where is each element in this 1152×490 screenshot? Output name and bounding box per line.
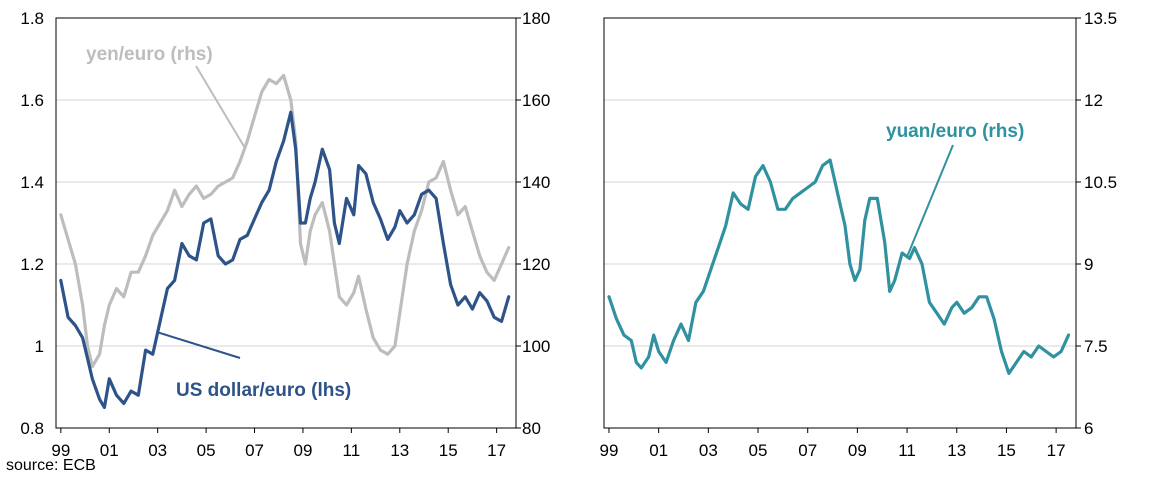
x-tick-label: 01 [649, 441, 668, 460]
x-tick-label: 05 [749, 441, 768, 460]
right-tick-label: 6 [1084, 419, 1093, 438]
x-tick-label: 05 [197, 441, 216, 460]
left-tick-label: 1 [35, 337, 44, 356]
series-annotation: yen/euro (rhs) [86, 44, 213, 65]
x-tick-label: 13 [947, 441, 966, 460]
right-tick-label: 80 [522, 419, 541, 438]
series-annotation: yuan/euro (rhs) [886, 121, 1024, 142]
annotation-leader [195, 65, 246, 149]
right-tick-label: 180 [522, 9, 550, 28]
x-tick-label: 99 [51, 441, 70, 460]
x-tick-label: 15 [439, 441, 458, 460]
right-tick-label: 100 [522, 337, 550, 356]
source-note: source: ECB [6, 457, 96, 474]
x-tick-label: 13 [390, 441, 409, 460]
x-tick-label: 09 [848, 441, 867, 460]
x-tick-label: 07 [245, 441, 264, 460]
left-tick-label: 1.4 [20, 173, 44, 192]
right-tick-label: 9 [1084, 255, 1093, 274]
left-tick-label: 0.8 [20, 419, 44, 438]
x-tick-label: 17 [487, 441, 506, 460]
chart-2: 99 01 03 05 07 09 11 13 15 17 6 7.5 9 10.5 12 13.5 yuan/… [600, 9, 1118, 460]
series-annotation: US dollar/euro (lhs) [176, 380, 351, 401]
right-tick-label: 7.5 [1084, 337, 1108, 356]
x-tick-label: 11 [343, 441, 361, 460]
plot-frame [603, 17, 1077, 429]
right-tick-label: 160 [522, 91, 550, 110]
x-tick-label: 99 [600, 441, 619, 460]
series-line-yuan [607, 158, 1071, 375]
annotation-leader [906, 144, 954, 258]
x-tick-label: 07 [798, 441, 817, 460]
left-tick-label: 1.6 [20, 91, 44, 110]
series-line-yen [59, 73, 511, 369]
right-tick-label: 140 [522, 173, 550, 192]
x-tick-label: 09 [293, 441, 312, 460]
x-tick-label: 03 [148, 441, 167, 460]
right-tick-label: 120 [522, 255, 550, 274]
plot-frame [55, 17, 517, 429]
annotation-leader [157, 331, 241, 359]
x-tick-label: 03 [699, 441, 718, 460]
x-tick-label: 11 [898, 441, 916, 460]
left-tick-label: 1.2 [20, 255, 44, 274]
right-tick-label: 10.5 [1084, 173, 1117, 192]
x-tick-label: 01 [100, 441, 119, 460]
chart-1: 99 01 03 05 07 09 11 13 15 17 0.8 1 1.2 1.4 1.6 1.8 80 10… [20, 9, 550, 460]
right-tick-label: 12 [1084, 91, 1103, 110]
x-tick-label: 15 [997, 441, 1016, 460]
series-line-usd [59, 110, 511, 410]
left-tick-label: 1.8 [20, 9, 44, 28]
right-tick-label: 13.5 [1084, 9, 1117, 28]
x-tick-label: 17 [1047, 441, 1066, 460]
